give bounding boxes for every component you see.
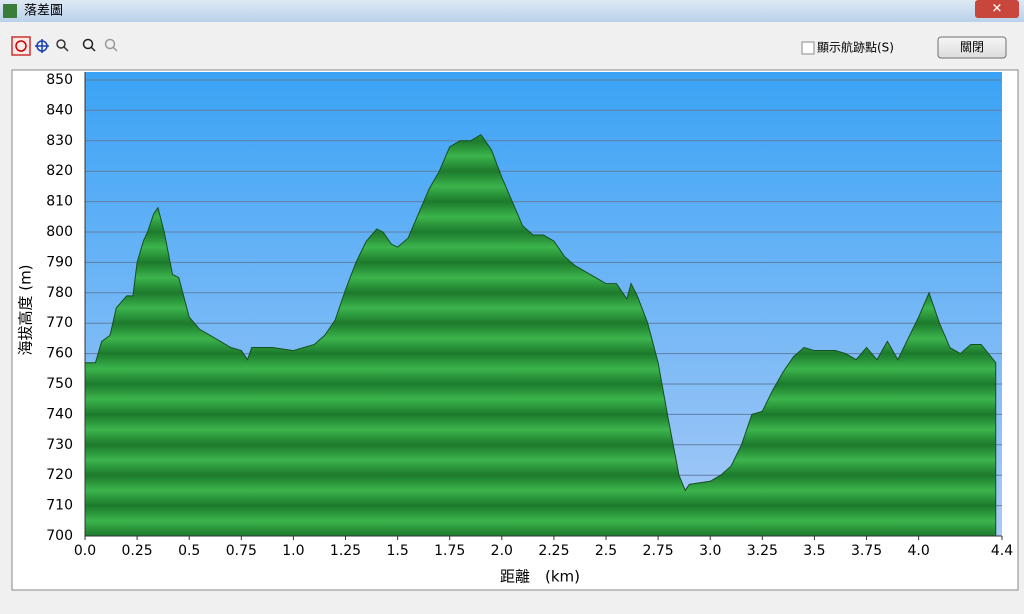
y-tick-label: 760 (46, 346, 73, 362)
tool-zoom-in[interactable] (82, 38, 94, 50)
y-tick-label: 700 (46, 528, 73, 544)
x-tick-label: 3.75 (851, 543, 882, 559)
y-tick-label: 710 (46, 498, 73, 514)
x-tick-label: 0.0 (74, 543, 96, 559)
x-tick-label: 2.0 (491, 543, 513, 559)
y-tick-label: 750 (46, 376, 73, 392)
y-tick-label: 850 (46, 72, 73, 88)
close-button[interactable] (937, 36, 1007, 59)
title-bar (0, 0, 1024, 22)
tool-crosshair-red[interactable] (11, 36, 31, 56)
close-window[interactable] (975, 0, 1019, 18)
plot: 700 710 720 730 740 750 760 770 780 790 800 810 820 8… (46, 72, 1013, 559)
x-tick-label: 2.5 (595, 543, 617, 559)
x-tick-label: 4.4 (991, 543, 1013, 559)
x-tick-label: 3.0 (699, 543, 721, 559)
checkbox[interactable] (801, 41, 815, 55)
close-button-label[interactable]: 關閉 (960, 40, 984, 54)
x-tick-label: 4.0 (908, 543, 930, 559)
toolbar-icons (11, 36, 118, 56)
y-axis-title: 海拔高度 (m) (17, 264, 35, 355)
y-tick-label: 720 (46, 467, 73, 483)
x-tick-label: 1.75 (434, 543, 465, 559)
y-tick-label: 740 (46, 406, 73, 422)
x-tick-label: 1.25 (330, 543, 361, 559)
y-tick-label: 840 (46, 102, 73, 118)
x-tick-label: 3.5 (803, 543, 825, 559)
x-tick-label: 0.25 (122, 543, 153, 559)
x-tick-label: 2.75 (643, 543, 674, 559)
window-title: 落差圖 (24, 4, 63, 19)
x-tick-label: 0.75 (226, 543, 257, 559)
y-tick-label: 790 (46, 254, 73, 270)
close-x: ✕ (992, 2, 1003, 17)
y-tick-label: 800 (46, 224, 73, 240)
tool-zoom-out[interactable] (104, 38, 116, 50)
y-tick-label: 820 (46, 163, 73, 179)
x-tick-label: 1.5 (386, 543, 408, 559)
tool-zoom-box[interactable] (56, 39, 66, 49)
y-tick-label: 810 (46, 194, 73, 210)
x-tick-label: 0.5 (178, 543, 200, 559)
elevation-area (84, 134, 997, 537)
x-tick-label: 1.0 (282, 543, 304, 559)
x-tick-label: 3.25 (747, 543, 778, 559)
y-tick-label: 780 (46, 285, 73, 301)
y-tick-label: 830 (46, 133, 73, 149)
y-tick-label: 770 (46, 315, 73, 331)
app-icon (3, 4, 17, 18)
x-tick-label: 2.25 (538, 543, 569, 559)
y-tick-label: 730 (46, 437, 73, 453)
checkbox-label[interactable]: 顯示航跡點(S) (817, 40, 894, 55)
x-axis-title: 距離 (km) (500, 568, 580, 586)
